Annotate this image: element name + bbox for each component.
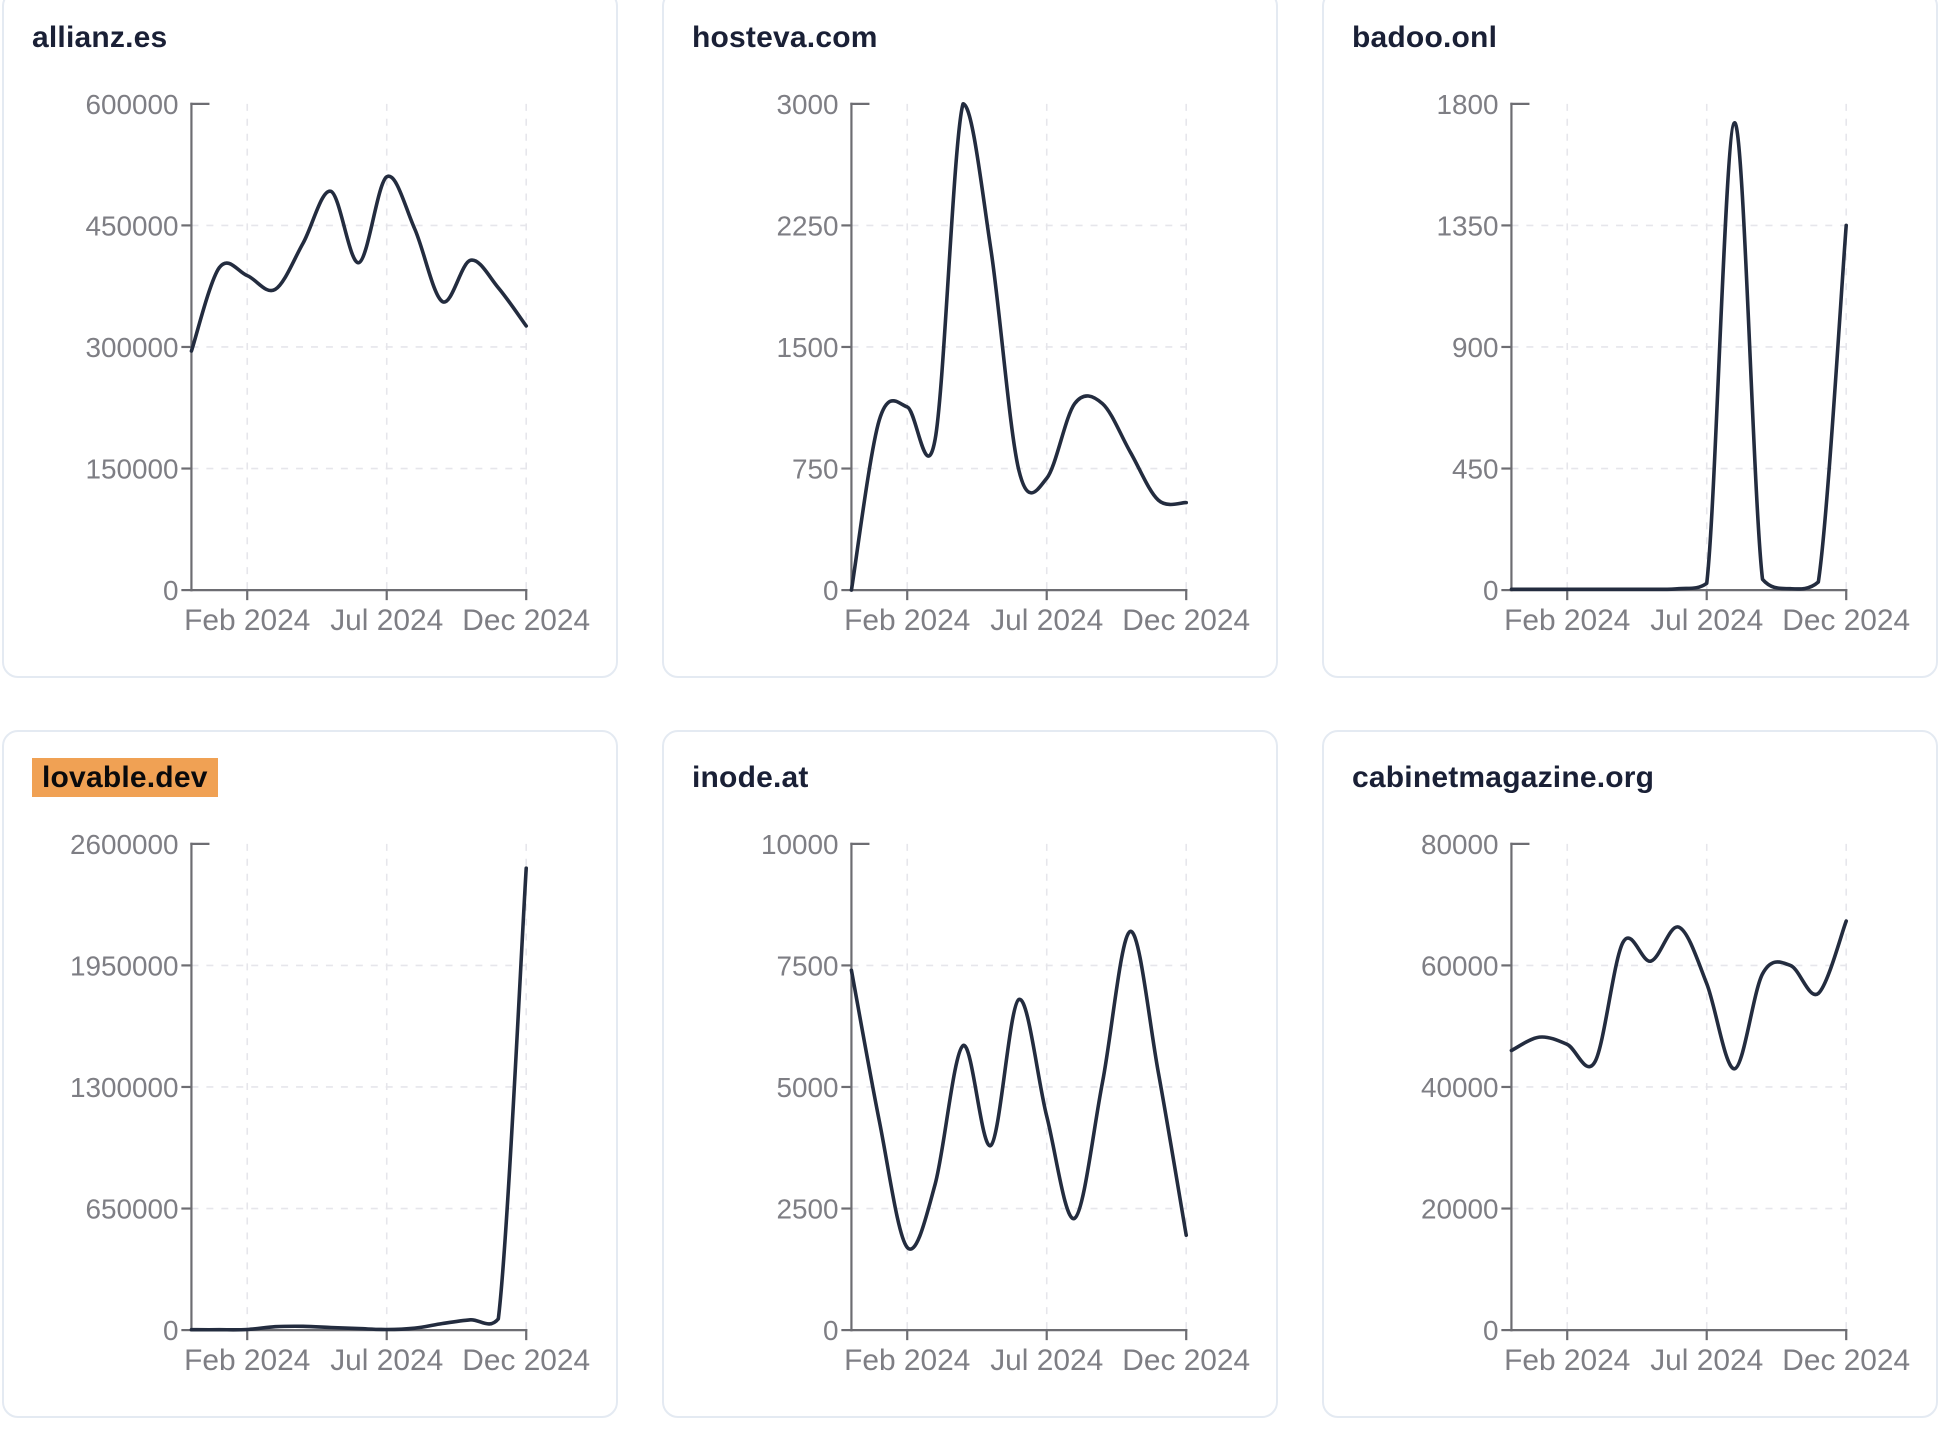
chart-card-lovable-dev: lovable.dev 0 650000 1300000 1950000 2600000 F… [2,729,618,1418]
y-axis-tick-label: 3000 [776,89,838,120]
card-title: cabinetmagazine.org [1352,760,1908,796]
y-axis-tick-label: 650000 [85,1193,178,1224]
domain-label: hosteva.com [692,21,878,54]
y-axis-tick-label: 0 [163,575,179,606]
y-axis-tick-label: 1950000 [70,950,179,981]
chart-card-badoo-onl: badoo.onl 0 450 900 1350 1800 Feb 2024 Jul 2024… [1322,0,1938,678]
x-axis-tick-label: Dec 2024 [1782,604,1910,637]
y-axis-tick-label: 1500 [776,332,838,363]
domain-label: allianz.es [32,21,168,54]
chart-card-cabinetmagazine-org: cabinetmagazine.org 0 20000 40000 60000 80000… [1322,729,1938,1418]
chart-card-hosteva-com: hosteva.com 0 750 1500 2250 3000 Feb 2024 Jul 2… [662,0,1278,678]
domain-label-highlighted: lovable.dev [32,757,218,797]
y-axis-tick-label: 80000 [1421,829,1499,860]
card-title: badoo.onl [1352,20,1908,56]
y-axis-tick-label: 0 [1483,575,1499,606]
charts-dashboard-grid: allianz.es 0 150000 300000 450000 600000 Feb 2… [2,0,1938,1418]
domain-label: badoo.onl [1352,21,1498,54]
y-axis-tick-label: 300000 [85,332,178,363]
x-axis-tick-label: Feb 2024 [184,604,310,637]
y-axis-tick-label: 7500 [776,950,838,981]
x-axis-tick-label: Jul 2024 [330,604,443,637]
x-axis-tick-label: Jul 2024 [990,1344,1103,1377]
trend-line [1509,919,1849,1071]
trend-line [189,174,529,353]
y-axis-tick-label: 2500 [776,1193,838,1224]
y-axis-tick-label: 1800 [1436,89,1498,120]
x-axis-tick-label: Dec 2024 [462,1344,590,1377]
line-chart: 0 20000 40000 60000 80000 Feb 2024 Jul 2024 Dec… [1421,829,1910,1377]
x-axis-tick-label: Dec 2024 [1122,604,1250,637]
card-title: lovable.dev [32,757,588,797]
y-axis-tick-label: 450 [1452,453,1499,484]
x-axis-tick-label: Feb 2024 [1504,604,1630,637]
y-axis-tick-label: 150000 [85,453,178,484]
x-axis-tick-label: Jul 2024 [330,1344,443,1377]
trend-line [849,929,1189,1251]
card-title: hosteva.com [692,20,1248,56]
card-title: inode.at [692,760,1248,796]
y-axis-tick-label: 2250 [776,210,838,241]
x-axis-tick-label: Feb 2024 [1504,1344,1630,1377]
line-chart: 0 750 1500 2250 3000 Feb 2024 Jul 2024 Dec 2024 [776,89,1250,637]
line-chart: 0 2500 5000 7500 10000 Feb 2024 Jul 2024 Dec 20… [761,829,1250,1377]
y-axis-tick-label: 0 [1483,1315,1499,1346]
x-axis-tick-label: Dec 2024 [1122,1344,1250,1377]
y-axis-tick-label: 60000 [1421,950,1499,981]
trend-line [189,866,529,1332]
y-axis-tick-label: 1300000 [70,1072,179,1103]
y-axis-tick-label: 5000 [776,1072,838,1103]
x-axis-tick-label: Jul 2024 [1650,1344,1763,1377]
x-axis-tick-label: Feb 2024 [844,604,970,637]
y-axis-tick-label: 750 [792,453,839,484]
y-axis-tick-label: 0 [163,1315,179,1346]
chart-card-allianz-es: allianz.es 0 150000 300000 450000 600000 Feb 2… [2,0,618,678]
trend-line [1509,120,1849,592]
x-axis-tick-label: Jul 2024 [990,604,1103,637]
trend-line [849,102,1189,592]
domain-label: inode.at [692,760,809,794]
y-axis-tick-label: 450000 [85,210,178,241]
chart-card-inode-at: inode.at 0 2500 5000 7500 10000 Feb 2024 Jul 20… [662,729,1278,1418]
card-title: allianz.es [32,20,588,56]
y-axis-tick-label: 0 [823,575,839,606]
y-axis-tick-label: 20000 [1421,1193,1499,1224]
line-chart: 0 450 900 1350 1800 Feb 2024 Jul 2024 Dec 2024 [1436,89,1910,637]
x-axis-tick-label: Feb 2024 [184,1344,310,1377]
y-axis-tick-label: 10000 [761,829,839,860]
y-axis-tick-label: 1350 [1436,210,1498,241]
line-chart: 0 150000 300000 450000 600000 Feb 2024 Jul 202… [85,89,590,637]
y-axis-tick-label: 600000 [85,89,178,120]
y-axis-tick-label: 2600000 [70,829,179,860]
x-axis-tick-label: Feb 2024 [844,1344,970,1377]
x-axis-tick-label: Jul 2024 [1650,604,1763,637]
x-axis-tick-label: Dec 2024 [1782,1344,1910,1377]
y-axis-tick-label: 900 [1452,332,1499,363]
x-axis-tick-label: Dec 2024 [462,604,590,637]
line-chart: 0 650000 1300000 1950000 2600000 Feb 2024 Jul … [70,829,590,1377]
domain-label: cabinetmagazine.org [1352,760,1655,794]
y-axis-tick-label: 0 [823,1315,839,1346]
y-axis-tick-label: 40000 [1421,1072,1499,1103]
